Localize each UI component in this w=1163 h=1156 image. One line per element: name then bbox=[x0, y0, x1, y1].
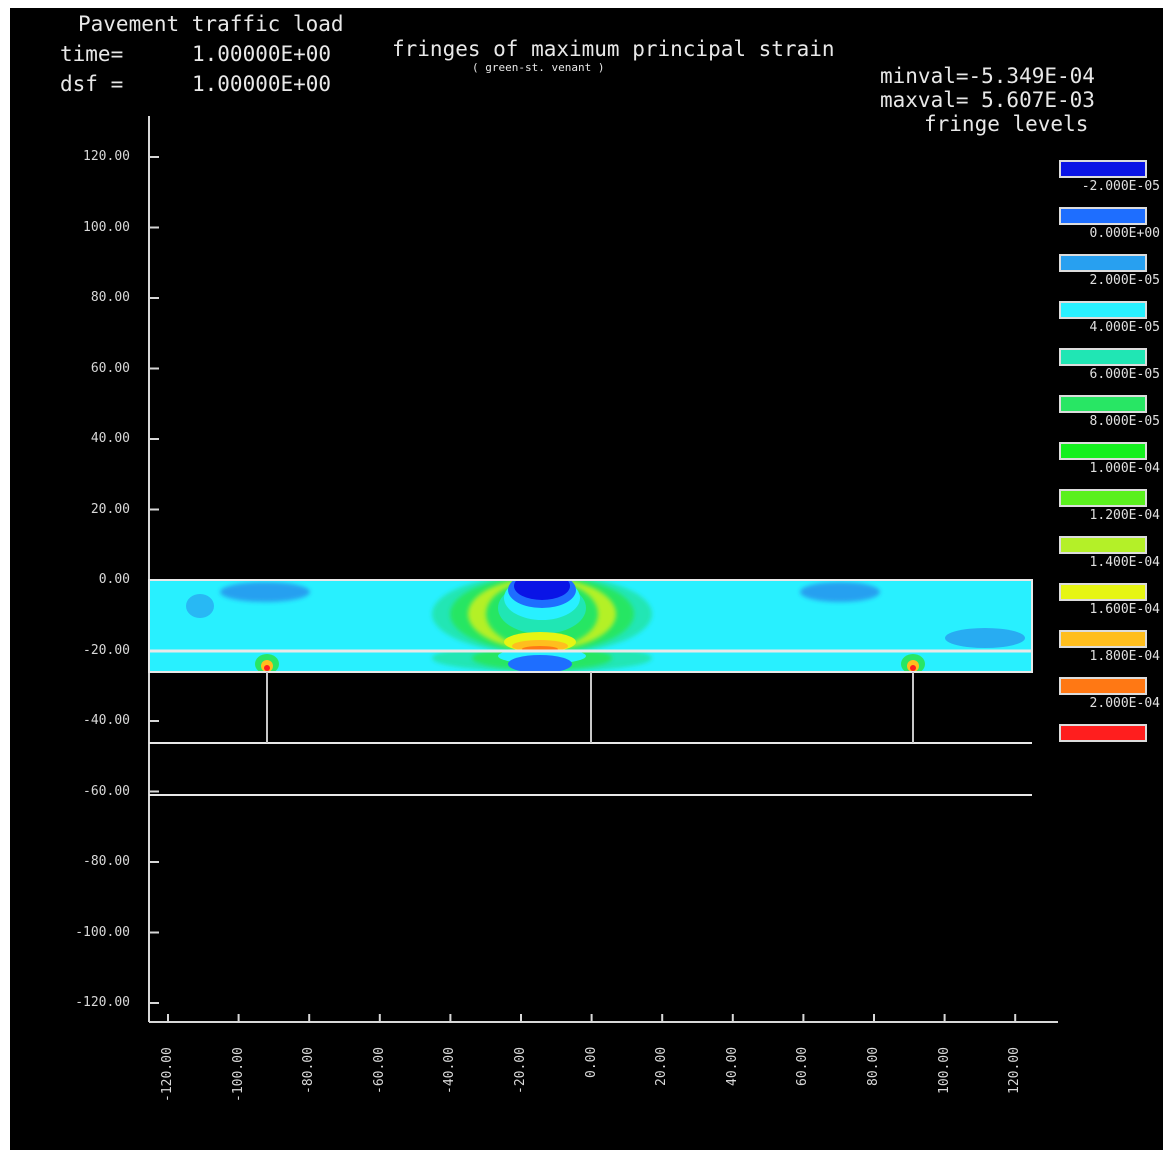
y-tick-label: -60.00 bbox=[83, 783, 130, 799]
legend-swatch bbox=[1059, 254, 1147, 272]
legend-swatch bbox=[1059, 301, 1147, 319]
legend-label: 2.000E-05 bbox=[1089, 273, 1160, 288]
legend-label: 1.200E-04 bbox=[1089, 508, 1160, 523]
y-tick-label: -80.00 bbox=[83, 854, 130, 869]
dsf-value: 1.00000E+00 bbox=[192, 72, 332, 96]
contour-plot bbox=[148, 116, 1058, 1023]
legend-swatch bbox=[1059, 395, 1147, 413]
legend-swatch bbox=[1059, 348, 1147, 366]
legend-swatch bbox=[1059, 677, 1147, 695]
support-bars bbox=[266, 672, 914, 743]
y-tick-label: -40.00 bbox=[83, 713, 130, 728]
y-tick-label: 60.00 bbox=[90, 360, 130, 376]
x-tick-marks bbox=[167, 1014, 1017, 1022]
legend-swatch bbox=[1059, 583, 1147, 601]
legend-label: -2.000E-05 bbox=[1081, 179, 1160, 194]
dsf-label: dsf = bbox=[60, 72, 124, 96]
legend-swatch bbox=[1059, 630, 1147, 648]
legend-swatch bbox=[1059, 536, 1147, 554]
y-tick-label: -120.00 bbox=[75, 995, 130, 1010]
plot-subtitle: ( green-st. venant ) bbox=[472, 61, 605, 74]
legend-swatch bbox=[1059, 160, 1147, 178]
time-label: time= bbox=[60, 42, 124, 66]
legend-label: 1.800E-04 bbox=[1089, 649, 1160, 664]
fringe-levels-label: fringe levels bbox=[924, 112, 1089, 136]
legend-swatch bbox=[1059, 442, 1147, 460]
y-tick-label: 0.00 bbox=[98, 572, 130, 587]
min-value: minval=-5.349E-04 bbox=[880, 64, 1095, 88]
legend-label: 6.000E-05 bbox=[1089, 367, 1160, 382]
plot-title: fringes of maximum principal strain bbox=[392, 37, 835, 61]
legend-label: 1.400E-04 bbox=[1089, 555, 1160, 570]
legend-label: 0.000E+00 bbox=[1089, 226, 1160, 241]
y-tick-label: 20.00 bbox=[90, 501, 130, 517]
time-value: 1.00000E+00 bbox=[192, 42, 332, 66]
legend-swatch bbox=[1059, 207, 1147, 225]
base-layer-fringes bbox=[149, 652, 1032, 672]
axes bbox=[148, 116, 1058, 1023]
surface-layer-fringes bbox=[149, 580, 1032, 650]
y-tick-label: 100.00 bbox=[83, 219, 130, 235]
legend-label: 1.600E-04 bbox=[1089, 602, 1160, 617]
legend-label: 1.000E-04 bbox=[1089, 461, 1160, 476]
max-value: maxval= 5.607E-03 bbox=[880, 88, 1095, 112]
legend-swatch bbox=[1059, 489, 1147, 507]
y-tick-label: 80.00 bbox=[90, 290, 130, 305]
y-tick-label: -100.00 bbox=[75, 924, 130, 940]
model-title: Pavement traffic load bbox=[78, 12, 344, 36]
legend-label: 4.000E-05 bbox=[1089, 320, 1160, 335]
y-tick-label: 40.00 bbox=[90, 431, 130, 446]
plot-viewport: Pavement traffic load time= 1.00000E+00 … bbox=[10, 8, 1163, 1150]
legend-label: 8.000E-05 bbox=[1089, 414, 1160, 429]
legend-swatch bbox=[1059, 724, 1147, 742]
y-tick-label: 120.00 bbox=[83, 149, 130, 164]
legend-label: 2.000E-04 bbox=[1089, 696, 1160, 711]
y-tick-label: -20.00 bbox=[83, 642, 130, 658]
